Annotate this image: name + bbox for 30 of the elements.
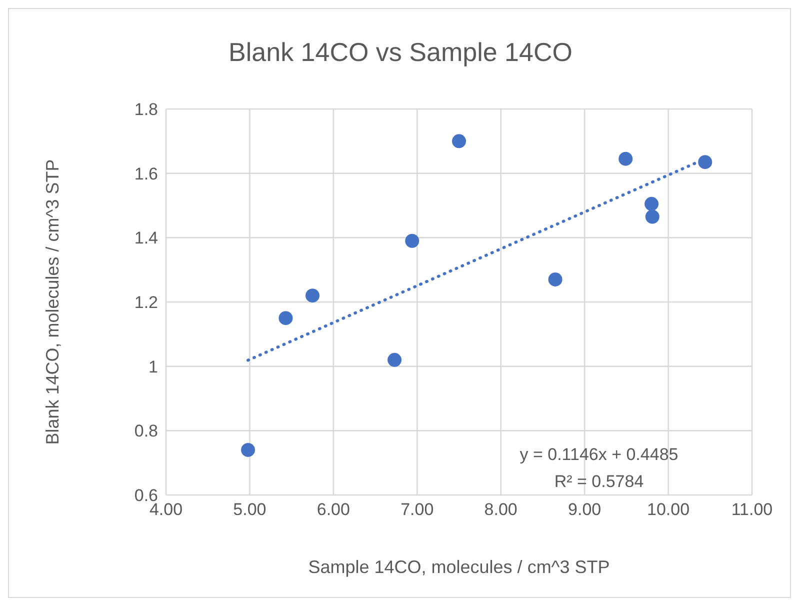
point [644,196,659,211]
x-tick-label: 8.00 [484,500,518,520]
point [548,272,562,286]
point [452,134,466,148]
y-tick-label: 0.8 [134,422,158,441]
point [241,442,256,457]
y-tick-label: 1 [148,357,158,376]
x-tick-label: 5.00 [233,500,266,520]
x-tick-label: 4.00 [149,500,183,520]
y-tick-label: 1.2 [134,293,158,312]
point [278,311,293,326]
annotation: R² = 0.5784 [553,471,645,493]
point [405,234,420,248]
point [698,155,712,170]
y-tick-label: 1.6 [134,164,158,184]
x-tick-label: 9.00 [568,500,602,520]
y-tick-label: 1.8 [134,100,158,120]
y-tick-label: 1.4 [134,228,158,248]
x-tick-label: 11.00 [731,500,773,520]
point [306,288,320,303]
point [645,210,660,224]
annotation: y = 0.1146x + 0.4485 [518,444,680,466]
y-axis-title: Blank 14CO, molecules / cm^3 STP [42,159,62,445]
x-tick-label: 7.00 [400,500,434,520]
point [618,152,633,166]
x-axis-title: Sample 14CO, molecules / cm^3 STP [308,557,610,577]
chart-title: Blank 14CO vs Sample 14CO [228,37,574,68]
x-tick-label: 6.00 [316,500,350,520]
x-tick-label: 10.00 [647,500,690,520]
point [388,352,402,367]
